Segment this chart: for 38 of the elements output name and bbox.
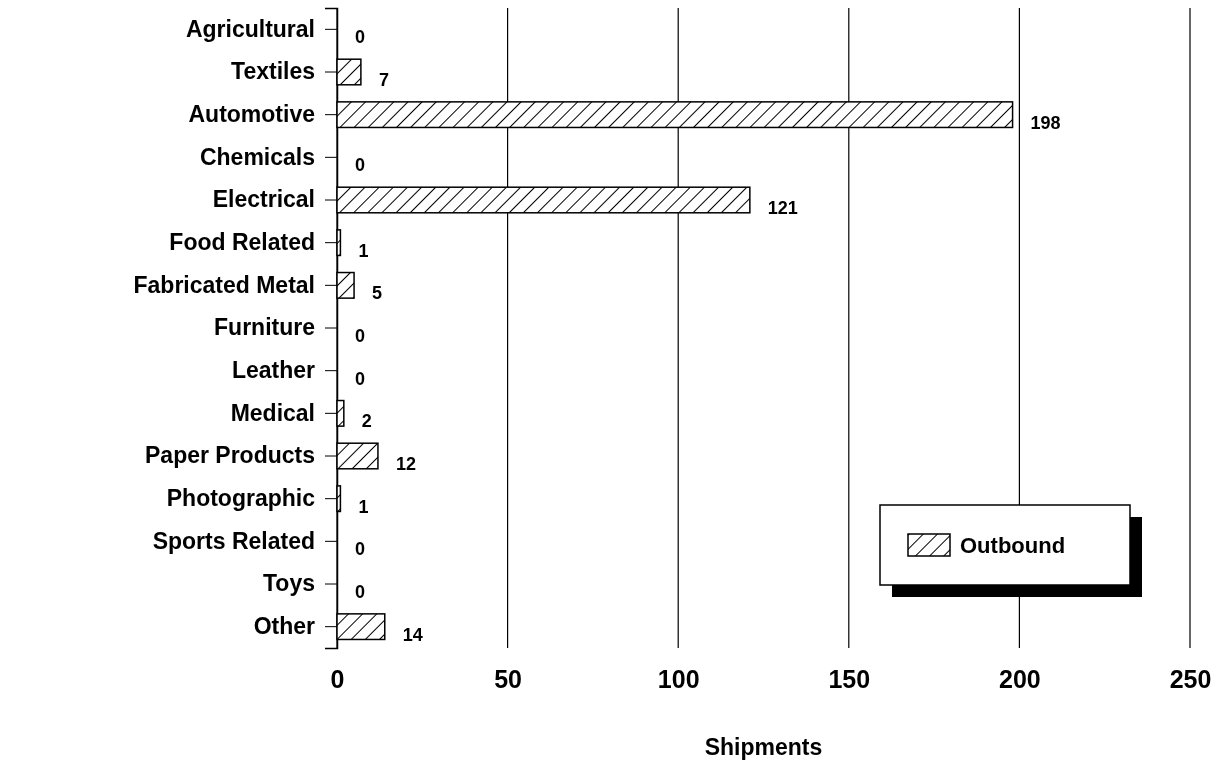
data-label: 0 xyxy=(355,539,366,560)
y-tick-label: Fabricated Metal xyxy=(133,271,315,298)
y-tick-label: Electrical xyxy=(212,186,315,213)
y-tick-label: Furniture xyxy=(214,314,315,341)
data-label: 14 xyxy=(402,624,423,645)
data-label: 1 xyxy=(358,240,369,261)
y-tick-label: Toys xyxy=(263,570,315,597)
data-label: 0 xyxy=(355,27,366,48)
y-tick-label: Other xyxy=(253,613,316,640)
x-axis-title: Shipments xyxy=(704,734,823,760)
y-tick-label: Automotive xyxy=(188,101,315,128)
data-label: 0 xyxy=(355,368,366,389)
data-label: 12 xyxy=(395,454,416,474)
y-tick-label: Chemicals xyxy=(199,143,315,170)
y-tick-label: Agricultural xyxy=(185,15,315,42)
data-label: 0 xyxy=(355,582,366,602)
x-tick-label: 250 xyxy=(1169,664,1212,693)
data-label: 5 xyxy=(372,283,383,304)
data-label: 0 xyxy=(355,326,366,346)
x-tick-label: 50 xyxy=(494,664,523,693)
y-tick-label: Paper Products xyxy=(145,442,315,469)
x-tick-label: 150 xyxy=(828,664,871,693)
y-tick-label: Food Related xyxy=(169,229,315,256)
y-tick-label: Leather xyxy=(231,357,316,384)
data-label: 121 xyxy=(767,198,798,218)
x-tick-label: 0 xyxy=(330,664,345,693)
data-label: 2 xyxy=(361,411,372,432)
y-tick-label: Medical xyxy=(230,399,315,426)
x-tick-label: 100 xyxy=(657,664,700,693)
x-tick-label: 200 xyxy=(999,664,1041,693)
y-tick-label: Sports Related xyxy=(152,527,315,554)
legend-label: Outbound xyxy=(960,533,1066,558)
data-label: 1 xyxy=(358,496,369,517)
y-tick-label: Photographic xyxy=(166,485,316,512)
y-tick-label: Textiles xyxy=(231,58,315,85)
data-label: 0 xyxy=(355,155,366,176)
data-label: 198 xyxy=(1030,112,1061,133)
data-label: 7 xyxy=(378,70,389,90)
